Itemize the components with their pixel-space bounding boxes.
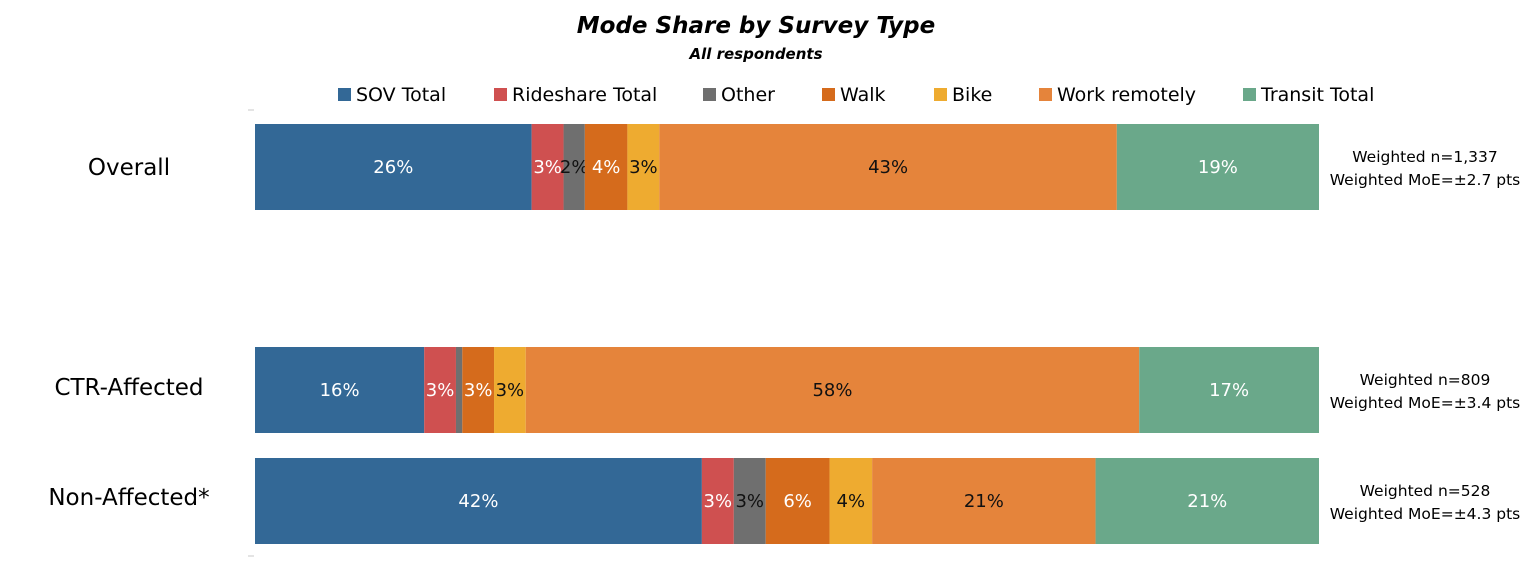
data-label: 26%	[373, 157, 413, 178]
bar-overall: 26% 3%2% 4% 3% 43% 19%	[255, 124, 1319, 210]
legend-item-bike: Bike	[934, 84, 992, 106]
weighted-n-note: Weighted n=809	[1360, 371, 1491, 389]
bar-segment-work-remotely	[525, 347, 1140, 433]
bar-non-affected: 42% 3% 3% 6% 4% 21% 21%	[255, 458, 1319, 544]
weighted-moe-note: Weighted MoE=±4.3 pts	[1330, 505, 1521, 523]
bar-segment-work-remotely	[872, 458, 1096, 544]
legend-label: Transit Total	[1260, 84, 1374, 106]
data-label: 17%	[1209, 380, 1249, 401]
data-label: 4%	[837, 491, 866, 512]
bar-segment-transit-total	[1116, 124, 1319, 210]
data-label: 4%	[592, 157, 621, 178]
legend-swatch	[1243, 88, 1256, 101]
data-label: 58%	[812, 380, 852, 401]
legend-label: Walk	[840, 84, 886, 106]
weighted-moe-note: Weighted MoE=±3.4 pts	[1330, 394, 1521, 412]
data-label: 3%	[629, 157, 658, 178]
legend-label: Other	[721, 84, 775, 106]
data-label: 3%	[496, 380, 525, 401]
legend-label: Rideshare Total	[512, 84, 657, 106]
data-label: 3%	[704, 491, 733, 512]
legend: SOV Total Rideshare Total Other Walk Bike Wor…	[338, 84, 1374, 106]
bar-segment-walk	[462, 347, 495, 433]
data-label: 6%	[783, 491, 812, 512]
weighted-n-note: Weighted n=528	[1360, 482, 1491, 500]
legend-swatch	[934, 88, 947, 101]
data-label: 43%	[868, 157, 908, 178]
data-label: 19%	[1198, 157, 1238, 178]
bar-segment-rideshare-total	[701, 458, 734, 544]
weighted-moe-note: Weighted MoE=±2.7 pts	[1330, 171, 1521, 189]
bar-segment-rideshare-total	[424, 347, 456, 433]
category-labels: Overall CTR-Affected Non-Affected*	[48, 155, 209, 511]
bar-segment-sov-total	[255, 347, 425, 433]
bar-ctr-affected: 16% 3% 3% 3% 58% 17%	[255, 347, 1319, 433]
legend-swatch	[338, 88, 351, 101]
data-label: 16%	[320, 380, 360, 401]
category-label-ctr-affected: CTR-Affected	[54, 375, 203, 401]
bar-segment-other	[733, 458, 766, 544]
weighted-n-note: Weighted n=1,337	[1352, 148, 1498, 166]
chart-title: Mode Share by Survey Type	[577, 13, 935, 39]
data-label: 3%	[426, 380, 455, 401]
data-label: 42%	[458, 491, 498, 512]
legend-label: SOV Total	[356, 84, 446, 106]
bar-segment-work-remotely	[659, 124, 1117, 210]
legend-label: Work remotely	[1057, 84, 1196, 106]
data-label: 3%	[464, 380, 493, 401]
legend-item-rideshare-total: Rideshare Total	[494, 84, 657, 106]
legend-swatch	[494, 88, 507, 101]
data-label: 3%	[533, 157, 562, 178]
legend-item-walk: Walk	[822, 84, 886, 106]
bar-segment-sov-total	[255, 124, 532, 210]
bar-segment-walk	[584, 124, 628, 210]
legend-swatch	[703, 88, 716, 101]
bar-segment-transit-total	[1095, 458, 1319, 544]
legend-item-work-remotely: Work remotely	[1039, 84, 1196, 106]
category-label-overall: Overall	[88, 155, 170, 181]
bar-segment-other	[455, 347, 463, 433]
category-label-non-affected: Non-Affected*	[48, 485, 209, 511]
bar-segment-sov-total	[255, 458, 702, 544]
legend-swatch	[822, 88, 835, 101]
bar-segment-transit-total	[1139, 347, 1319, 433]
legend-label: Bike	[952, 84, 992, 106]
data-label: 3%	[735, 491, 764, 512]
legend-item-sov-total: SOV Total	[338, 84, 446, 106]
data-label: 2%	[560, 157, 589, 178]
data-label: 21%	[1187, 491, 1227, 512]
legend-item-other: Other	[703, 84, 775, 106]
sample-notes: Weighted n=1,337 Weighted MoE=±2.7 pts Wei…	[1330, 148, 1521, 523]
bars: 26% 3%2% 4% 3% 43% 19%16% 3% 3% 3% 58% 17%42% 3% 3% 6…	[255, 124, 1319, 544]
legend-item-transit-total: Transit Total	[1243, 84, 1374, 106]
bar-segment-rideshare-total	[531, 124, 564, 210]
chart-subtitle: All respondents	[688, 45, 822, 63]
bar-segment-other	[563, 124, 585, 210]
data-label: 21%	[964, 491, 1004, 512]
bar-segment-bike	[829, 458, 873, 544]
legend-swatch	[1039, 88, 1052, 101]
bar-segment-bike	[494, 347, 526, 433]
bar-segment-walk	[765, 458, 830, 544]
bar-segment-bike	[627, 124, 660, 210]
